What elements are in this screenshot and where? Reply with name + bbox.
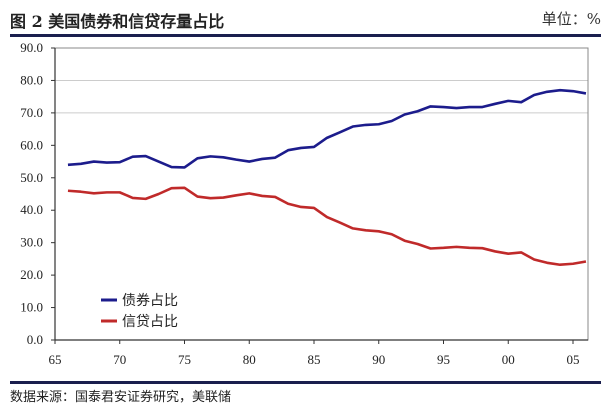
- x-tick-label: 80: [243, 352, 256, 367]
- y-tick-label: 50.0: [20, 170, 43, 185]
- y-tick-label: 70.0: [20, 105, 43, 120]
- x-tick-label: 90: [372, 352, 385, 367]
- y-tick-label: 10.0: [20, 300, 43, 315]
- x-tick-label: 05: [567, 352, 580, 367]
- bottom-rule: [10, 381, 601, 384]
- source-note: 数据来源：国泰君安证券研究，美联储: [10, 390, 232, 405]
- series-line-1: [67, 186, 587, 267]
- y-tick-label: 80.0: [20, 72, 43, 87]
- x-tick-label: 70: [113, 352, 126, 367]
- legend-label: 信贷占比: [122, 314, 178, 330]
- y-tick-label: 90.0: [20, 40, 43, 55]
- figure-title: 图 2 美国债券和信贷存量占比: [10, 12, 225, 31]
- y-tick-label: 0.0: [27, 332, 43, 347]
- y-tick-label: 60.0: [20, 137, 43, 152]
- legend-label: 债券占比: [122, 293, 178, 309]
- unit-label: 单位：%: [541, 10, 601, 28]
- series-line-0: [67, 88, 587, 169]
- y-tick-label: 20.0: [20, 267, 43, 282]
- top-rule: [10, 34, 601, 37]
- x-tick-label: 65: [49, 352, 62, 367]
- x-tick-label: 85: [308, 352, 321, 367]
- x-tick-label: 75: [178, 352, 191, 367]
- x-tick-label: 95: [437, 352, 450, 367]
- y-tick-label: 40.0: [20, 202, 43, 217]
- y-tick-label: 30.0: [20, 235, 43, 250]
- x-tick-label: 00: [502, 352, 515, 367]
